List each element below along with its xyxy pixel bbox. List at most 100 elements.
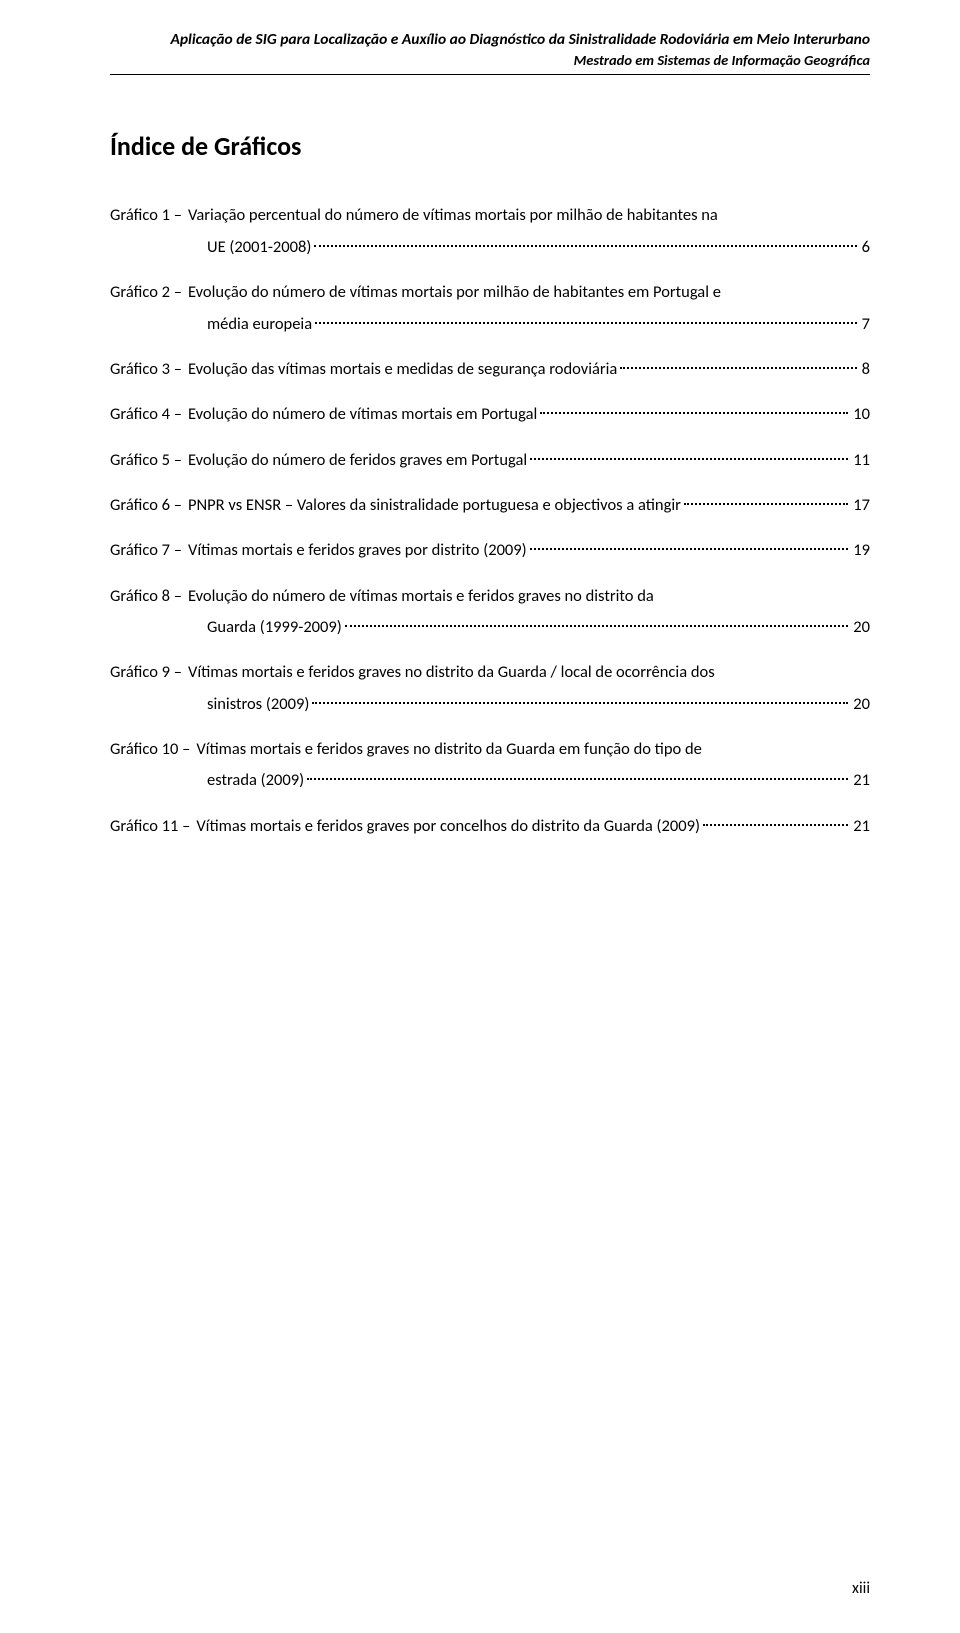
- toc-page: 20: [851, 612, 870, 643]
- toc-text: Vítimas mortais e feridos graves no dist…: [188, 657, 870, 688]
- toc-label: Gráfico 8 –: [110, 581, 188, 612]
- dot-leader: [540, 412, 848, 414]
- toc-body: Vítimas mortais e feridos graves por con…: [196, 811, 870, 842]
- toc-page: 10: [851, 399, 870, 430]
- toc-text: estrada (2009): [207, 765, 304, 796]
- toc-text: Evolução do número de vítimas mortais po…: [188, 277, 870, 308]
- toc-text: Evolução do número de vítimas mortais e …: [188, 581, 870, 612]
- toc-entry: Gráfico 9 – Vítimas mortais e feridos gr…: [110, 657, 870, 720]
- dot-leader: [703, 824, 848, 826]
- toc-text: Evolução do número de feridos graves em …: [188, 445, 527, 476]
- toc-continuation: sinistros (2009) 20: [207, 689, 870, 720]
- toc-body: Evolução das vítimas mortais e medidas d…: [188, 354, 870, 385]
- toc-label: Gráfico 10 –: [110, 734, 196, 765]
- toc-continuation: estrada (2009) 21: [207, 765, 870, 796]
- toc-row: Gráfico 1 – Variação percentual do númer…: [110, 200, 870, 231]
- toc-page: 17: [851, 490, 870, 521]
- toc-page: 11: [851, 445, 870, 476]
- table-of-contents: Gráfico 1 – Variação percentual do númer…: [110, 200, 870, 842]
- toc-text: Evolução das vítimas mortais e medidas d…: [188, 354, 617, 385]
- header-rule: [110, 74, 870, 75]
- toc-label: Gráfico 9 –: [110, 657, 188, 688]
- toc-row: Gráfico 8 – Evolução do número de vítima…: [110, 581, 870, 612]
- leader-row: PNPR vs ENSR – Valores da sinistralidade…: [188, 490, 870, 521]
- leader-row: Evolução do número de vítimas mortais em…: [188, 399, 870, 430]
- leader-row: Vítimas mortais e feridos graves por con…: [196, 811, 870, 842]
- toc-entry: Gráfico 4 – Evolução do número de vítima…: [110, 399, 870, 430]
- toc-label: Gráfico 2 –: [110, 277, 188, 308]
- toc-body: Evolução do número de vítimas mortais em…: [188, 399, 870, 430]
- toc-label: Gráfico 3 –: [110, 354, 188, 385]
- dot-leader: [314, 245, 856, 247]
- toc-row: Gráfico 11 – Vítimas mortais e feridos g…: [110, 811, 870, 842]
- dot-leader: [530, 458, 848, 460]
- toc-entry: Gráfico 8 – Evolução do número de vítima…: [110, 581, 870, 644]
- toc-text: Evolução do número de vítimas mortais em…: [188, 399, 537, 430]
- toc-entry: Gráfico 5 – Evolução do número de ferido…: [110, 445, 870, 476]
- dot-leader: [345, 625, 848, 627]
- header-line-2: Mestrado em Sistemas de Informação Geogr…: [110, 51, 870, 71]
- header-line-1: Aplicação de SIG para Localização e Auxí…: [110, 30, 870, 51]
- leader-row: média europeia 7: [207, 309, 870, 340]
- toc-body: PNPR vs ENSR – Valores da sinistralidade…: [188, 490, 870, 521]
- dot-leader: [312, 702, 848, 704]
- leader-row: Vítimas mortais e feridos graves por dis…: [188, 535, 870, 566]
- toc-entry: Gráfico 2 – Evolução do número de vítima…: [110, 277, 870, 340]
- leader-row: Guarda (1999-2009) 20: [207, 612, 870, 643]
- toc-text: PNPR vs ENSR – Valores da sinistralidade…: [188, 490, 681, 521]
- toc-entry: Gráfico 7 – Vítimas mortais e feridos gr…: [110, 535, 870, 566]
- toc-text: média europeia: [207, 309, 312, 340]
- toc-row: Gráfico 5 – Evolução do número de ferido…: [110, 445, 870, 476]
- dot-leader: [620, 367, 856, 369]
- leader-row: sinistros (2009) 20: [207, 689, 870, 720]
- document-page: Aplicação de SIG para Localização e Auxí…: [0, 0, 960, 1633]
- toc-row: Gráfico 3 – Evolução das vítimas mortais…: [110, 354, 870, 385]
- page-title: Índice de Gráficos: [110, 130, 870, 162]
- leader-row: UE (2001-2008) 6: [207, 232, 870, 263]
- toc-label: Gráfico 6 –: [110, 490, 188, 521]
- toc-row: Gráfico 2 – Evolução do número de vítima…: [110, 277, 870, 308]
- toc-text: Vítimas mortais e feridos graves no dist…: [196, 734, 870, 765]
- dot-leader: [530, 548, 849, 550]
- running-header: Aplicação de SIG para Localização e Auxí…: [110, 30, 870, 70]
- toc-page: 7: [860, 309, 870, 340]
- toc-page: 20: [851, 689, 870, 720]
- toc-text: Vítimas mortais e feridos graves por dis…: [188, 535, 527, 566]
- toc-label: Gráfico 11 –: [110, 811, 196, 842]
- toc-row: Gráfico 4 – Evolução do número de vítima…: [110, 399, 870, 430]
- toc-text: Guarda (1999-2009): [207, 612, 342, 643]
- toc-text: UE (2001-2008): [207, 232, 311, 263]
- toc-continuation: Guarda (1999-2009) 20: [207, 612, 870, 643]
- leader-row: estrada (2009) 21: [207, 765, 870, 796]
- toc-entry: Gráfico 11 – Vítimas mortais e feridos g…: [110, 811, 870, 842]
- toc-entry: Gráfico 3 – Evolução das vítimas mortais…: [110, 354, 870, 385]
- toc-entry: Gráfico 6 – PNPR vs ENSR – Valores da si…: [110, 490, 870, 521]
- toc-body: Vítimas mortais e feridos graves por dis…: [188, 535, 870, 566]
- dot-leader: [315, 322, 857, 324]
- toc-continuation: UE (2001-2008) 6: [207, 232, 870, 263]
- toc-page: 6: [860, 232, 870, 263]
- toc-page: 8: [860, 354, 870, 385]
- toc-row: Gráfico 6 – PNPR vs ENSR – Valores da si…: [110, 490, 870, 521]
- toc-text: sinistros (2009): [207, 689, 309, 720]
- toc-text: Variação percentual do número de vítimas…: [188, 200, 870, 231]
- leader-row: Evolução das vítimas mortais e medidas d…: [188, 354, 870, 385]
- toc-page: 19: [851, 535, 870, 566]
- leader-row: Evolução do número de feridos graves em …: [188, 445, 870, 476]
- toc-row: Gráfico 9 – Vítimas mortais e feridos gr…: [110, 657, 870, 688]
- toc-label: Gráfico 7 –: [110, 535, 188, 566]
- toc-label: Gráfico 1 –: [110, 200, 188, 231]
- toc-row: Gráfico 7 – Vítimas mortais e feridos gr…: [110, 535, 870, 566]
- footer-page-number: xiii: [852, 1579, 870, 1598]
- toc-continuation: média europeia 7: [207, 309, 870, 340]
- toc-label: Gráfico 4 –: [110, 399, 188, 430]
- dot-leader: [307, 778, 848, 780]
- toc-page: 21: [851, 765, 870, 796]
- toc-body: Evolução do número de feridos graves em …: [188, 445, 870, 476]
- toc-entry: Gráfico 1 – Variação percentual do númer…: [110, 200, 870, 263]
- toc-entry: Gráfico 10 – Vítimas mortais e feridos g…: [110, 734, 870, 797]
- dot-leader: [684, 503, 848, 505]
- toc-label: Gráfico 5 –: [110, 445, 188, 476]
- toc-page: 21: [851, 811, 870, 842]
- toc-row: Gráfico 10 – Vítimas mortais e feridos g…: [110, 734, 870, 765]
